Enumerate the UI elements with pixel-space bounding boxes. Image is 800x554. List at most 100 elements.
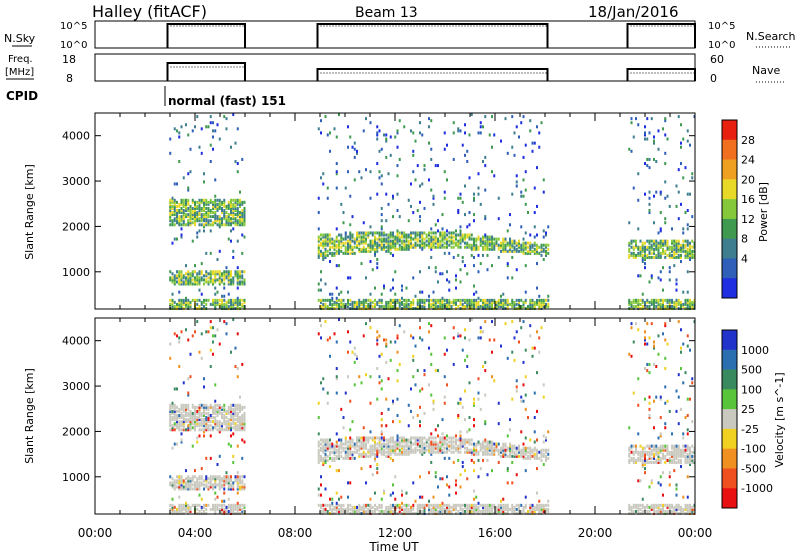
- power-cell: [380, 206, 383, 210]
- velocity-cell: [484, 509, 487, 513]
- velocity-cell: [398, 440, 401, 444]
- velocity-cell: [344, 446, 347, 450]
- power-cell: [684, 249, 687, 253]
- velocity-cell: [358, 452, 361, 456]
- velocity-cell: [230, 428, 232, 432]
- velocity-cell: [477, 475, 480, 479]
- velocity-cell: [504, 452, 507, 456]
- velocity-cell: [243, 420, 246, 424]
- velocity-cell: [198, 434, 201, 438]
- power-cell: [529, 251, 532, 255]
- velocity-cell: [214, 477, 217, 481]
- velocity-cell: [342, 446, 345, 450]
- power-cell: [218, 221, 221, 225]
- power-cell: [223, 211, 226, 215]
- velocity-cell: [648, 452, 651, 456]
- power-cell: [482, 125, 484, 129]
- power-cell: [405, 233, 408, 237]
- velocity-cell: [200, 414, 203, 417]
- power-cell: [641, 258, 644, 261]
- velocity-cell: [394, 450, 397, 454]
- velocity-cell: [176, 418, 178, 422]
- velocity-cell: [232, 503, 235, 507]
- velocity-cell: [351, 454, 354, 458]
- velocity-cell: [205, 475, 208, 479]
- velocity-cell: [441, 503, 444, 507]
- power-cell: [466, 235, 469, 239]
- power-cell: [353, 237, 356, 241]
- velocity-cell: [430, 446, 433, 450]
- power-cell: [191, 211, 194, 215]
- velocity-cell: [648, 416, 651, 420]
- power-cell: [243, 282, 246, 286]
- power-cell: [396, 129, 399, 133]
- velocity-cell: [531, 450, 534, 454]
- power-cell: [488, 304, 491, 308]
- power-cell: [369, 121, 372, 125]
- power-cell: [655, 300, 658, 304]
- power-cell: [171, 278, 174, 282]
- power-cell: [684, 300, 687, 304]
- velocity-cell: [448, 440, 451, 444]
- velocity-cell: [169, 409, 172, 413]
- velocity-cell: [635, 322, 637, 326]
- power-cell: [216, 278, 219, 282]
- velocity-cell: [459, 446, 462, 450]
- power-cell: [441, 227, 444, 231]
- velocity-cell: [182, 405, 185, 409]
- power-cell: [180, 227, 183, 231]
- power-cell: [410, 204, 412, 208]
- velocity-cell: [628, 460, 631, 464]
- power-cell: [414, 241, 417, 245]
- velocity-cell: [639, 458, 642, 462]
- freq-traces: [166, 62, 696, 81]
- power-cell: [320, 251, 322, 255]
- power-cell: [196, 276, 199, 280]
- velocity-cell: [200, 475, 203, 479]
- power-cell: [398, 298, 401, 302]
- velocity-cell: [369, 436, 372, 440]
- velocity-cell: [522, 505, 525, 509]
- velocity-cell: [374, 507, 376, 511]
- velocity-cell: [171, 424, 174, 428]
- velocity-cell: [468, 416, 471, 420]
- power-cell: [414, 139, 417, 143]
- power-cell: [646, 245, 649, 249]
- velocity-cell: [515, 452, 518, 456]
- velocity-cell: [212, 475, 214, 479]
- velocity-cell: [459, 436, 462, 440]
- velocity-cell: [239, 505, 241, 509]
- velocity-cell: [455, 438, 457, 442]
- velocity-cell: [639, 507, 642, 511]
- power-cell: [360, 300, 363, 304]
- velocity-cell: [353, 446, 356, 450]
- velocity-cell: [178, 505, 181, 509]
- power-cell: [171, 196, 174, 200]
- power-cell: [675, 302, 678, 306]
- power-cell: [385, 137, 388, 141]
- power-cell: [522, 241, 525, 245]
- velocity-cell: [493, 450, 496, 454]
- power-cell: [383, 245, 385, 249]
- velocity-cell: [657, 509, 660, 513]
- velocity-cell: [446, 483, 448, 487]
- power-cell: [394, 245, 397, 249]
- velocity-cell: [236, 487, 239, 491]
- velocity-cell: [324, 448, 327, 452]
- velocity-cell: [187, 503, 190, 507]
- velocity-cell: [486, 446, 489, 450]
- velocity-cell: [239, 405, 241, 409]
- velocity-cell: [194, 424, 196, 428]
- velocity-cell: [171, 509, 174, 513]
- power-cell: [173, 211, 176, 215]
- power-cell: [356, 149, 358, 153]
- velocity-cell: [655, 509, 658, 513]
- power-cell: [389, 245, 392, 249]
- power-cell: [412, 302, 415, 306]
- power-cell: [209, 272, 212, 276]
- velocity-cell: [371, 446, 374, 450]
- power-cell: [207, 209, 210, 212]
- velocity-cell: [491, 442, 493, 446]
- velocity-cell: [214, 509, 217, 513]
- velocity-cell: [443, 440, 446, 444]
